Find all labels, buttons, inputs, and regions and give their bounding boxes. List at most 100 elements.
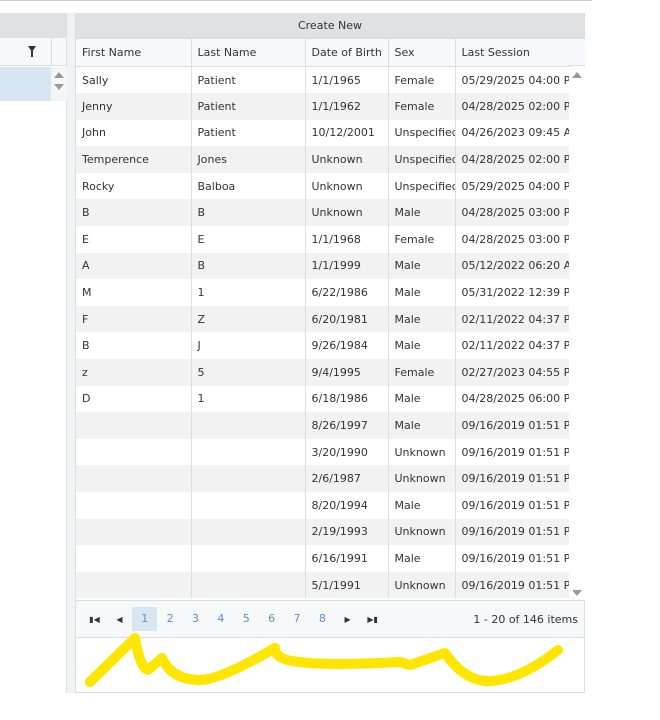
grid-scrollbar[interactable]	[569, 67, 585, 600]
column-header-date-of-birth[interactable]: Date of Birth	[305, 38, 389, 67]
cell-sex: Unknown	[388, 571, 456, 599]
cell-last-session: 09/16/2019 01:51 PM	[455, 492, 570, 519]
page-button-7[interactable]: 7	[293, 612, 301, 625]
cell-date-of-birth: 3/20/1990	[305, 438, 389, 466]
filter-icon[interactable]	[28, 46, 36, 57]
cell-sex: Unknown	[388, 438, 456, 466]
cell-sex: Male	[388, 332, 456, 360]
page-button-8[interactable]: 8	[318, 612, 326, 625]
page-button-1[interactable]: 1	[132, 607, 158, 631]
cell-first-name	[76, 571, 192, 599]
cell-sex: Male	[388, 252, 456, 280]
cell-last-session: 04/28/2025 06:00 PM	[455, 385, 570, 413]
cell-first-name: Rocky	[76, 172, 192, 200]
column-header-first-name[interactable]: First Name	[76, 38, 192, 67]
column-header-sex[interactable]: Sex	[388, 38, 456, 67]
first-page-icon[interactable]: ▮◀	[89, 614, 100, 624]
table-row[interactable]: 5/1/1991 Unknown 09/16/2019 01:51 PM	[76, 571, 570, 599]
last-page-icon[interactable]: ▶▮	[367, 614, 378, 624]
cell-date-of-birth: 9/26/1984	[305, 332, 389, 360]
column-header-last-session[interactable]: Last Session	[455, 38, 570, 67]
header-scroll-spacer	[569, 38, 585, 66]
cell-last-name: Patient	[191, 93, 306, 120]
cell-date-of-birth: Unknown	[305, 199, 389, 227]
cell-last-name: Z	[191, 305, 306, 333]
cell-first-name: z	[76, 359, 192, 386]
table-row[interactable]: E E 1/1/1968 Female 04/28/2025 03:00 PM	[76, 226, 570, 253]
cell-date-of-birth: 8/26/1997	[305, 412, 389, 439]
scroll-up-icon[interactable]	[572, 72, 582, 78]
cell-last-name: 1	[191, 279, 306, 306]
cell-last-name: 5	[191, 359, 306, 386]
table-row[interactable]: 2/19/1993 Unknown 09/16/2019 01:51 PM	[76, 518, 570, 546]
cell-last-name	[191, 465, 306, 492]
cell-last-name: B	[191, 199, 306, 227]
page-button-6[interactable]: 6	[268, 612, 276, 625]
page-button-3[interactable]: 3	[191, 612, 199, 625]
table-row[interactable]: Rocky Balboa Unknown Unspecified 05/29/2025 …	[76, 172, 570, 200]
table-row[interactable]: 2/6/1987 Unknown 09/16/2019 01:51 PM	[76, 465, 570, 492]
cell-first-name	[76, 545, 192, 572]
cell-last-session: 09/16/2019 01:51 PM	[455, 465, 570, 492]
table-row[interactable]: Sally Patient 1/1/1965 Female 05/29/2025 04:…	[76, 66, 570, 94]
cell-sex: Male	[388, 545, 456, 572]
table-row[interactable]: 8/20/1994 Male 09/16/2019 01:51 PM	[76, 492, 570, 519]
cell-first-name: D	[76, 385, 192, 413]
cell-last-name: Balboa	[191, 172, 306, 200]
cell-first-name: Sally	[76, 66, 192, 94]
scroll-down-icon[interactable]	[54, 84, 64, 90]
table-row[interactable]: B B Unknown Male 04/28/2025 03:00 PM	[76, 199, 570, 227]
table-row[interactable]: Temperence Jones Unknown Unspecified 04/28/2…	[76, 146, 570, 173]
cell-sex: Female	[388, 359, 456, 386]
table-row[interactable]: Jenny Patient 1/1/1962 Female 04/28/2025 02:…	[76, 93, 570, 120]
table-row[interactable]: 6/16/1991 Male 09/16/2019 01:51 PM	[76, 545, 570, 572]
scroll-down-icon[interactable]	[572, 590, 582, 596]
cell-first-name	[76, 492, 192, 519]
table-row[interactable]: 8/26/1997 Male 09/16/2019 01:51 PM	[76, 412, 570, 439]
cell-first-name: B	[76, 199, 192, 227]
column-header-last-name[interactable]: Last Name	[191, 38, 306, 67]
cell-date-of-birth: 10/12/2001	[305, 119, 389, 147]
cell-date-of-birth: 6/20/1981	[305, 305, 389, 333]
cell-first-name: Temperence	[76, 146, 192, 173]
cell-last-session: 05/29/2025 04:00 PM	[455, 66, 570, 94]
table-row[interactable]: M 1 6/22/1986 Male 05/31/2022 12:39 PM	[76, 279, 570, 306]
cell-last-session: 05/29/2025 04:00 PM	[455, 172, 570, 200]
table-row[interactable]: A B 1/1/1999 Male 05/12/2022 06:20 AM	[76, 252, 570, 280]
table-row[interactable]: 3/20/1990 Unknown 09/16/2019 01:51 PM	[76, 438, 570, 466]
page-button-2[interactable]: 2	[166, 612, 174, 625]
table-row[interactable]: z 5 9/4/1995 Female 02/27/2023 04:55 PM	[76, 359, 570, 386]
cell-last-name	[191, 545, 306, 572]
cell-last-session: 09/16/2019 01:51 PM	[455, 571, 570, 599]
page-button-5[interactable]: 5	[242, 612, 250, 625]
cell-date-of-birth: 1/1/1999	[305, 252, 389, 280]
cell-first-name: M	[76, 279, 192, 306]
selected-row[interactable]	[0, 67, 51, 101]
left-scrollbar[interactable]	[51, 67, 67, 101]
cell-sex: Unknown	[388, 465, 456, 492]
cell-sex: Unspecified	[388, 119, 456, 147]
create-new-button[interactable]: Create New	[76, 13, 584, 38]
cell-first-name	[76, 465, 192, 492]
next-page-icon[interactable]: ▶	[344, 614, 351, 624]
cell-date-of-birth: 9/4/1995	[305, 359, 389, 386]
cell-date-of-birth: 5/1/1991	[305, 571, 389, 599]
scroll-up-icon[interactable]	[54, 72, 64, 78]
patient-grid-panel: Create New First Name Last Name Date of …	[75, 13, 585, 693]
table-row[interactable]: D 1 6/18/1986 Male 04/28/2025 06:00 PM	[76, 385, 570, 413]
cell-last-name	[191, 438, 306, 466]
scribble-stroke	[85, 633, 563, 687]
cell-first-name	[76, 438, 192, 466]
table-row[interactable]: F Z 6/20/1981 Male 02/11/2022 04:37 PM	[76, 305, 570, 333]
page-button-4[interactable]: 4	[217, 612, 225, 625]
table-row[interactable]: John Patient 10/12/2001 Unspecified 04/26/20…	[76, 119, 570, 147]
panel-splitter[interactable]	[67, 13, 75, 693]
cell-last-name	[191, 518, 306, 546]
header-separator	[51, 38, 52, 66]
prev-page-icon[interactable]: ◀	[116, 614, 123, 624]
table-row[interactable]: B J 9/26/1984 Male 02/11/2022 04:37 PM	[76, 332, 570, 360]
cell-date-of-birth: 1/1/1962	[305, 93, 389, 120]
cell-sex: Male	[388, 412, 456, 439]
